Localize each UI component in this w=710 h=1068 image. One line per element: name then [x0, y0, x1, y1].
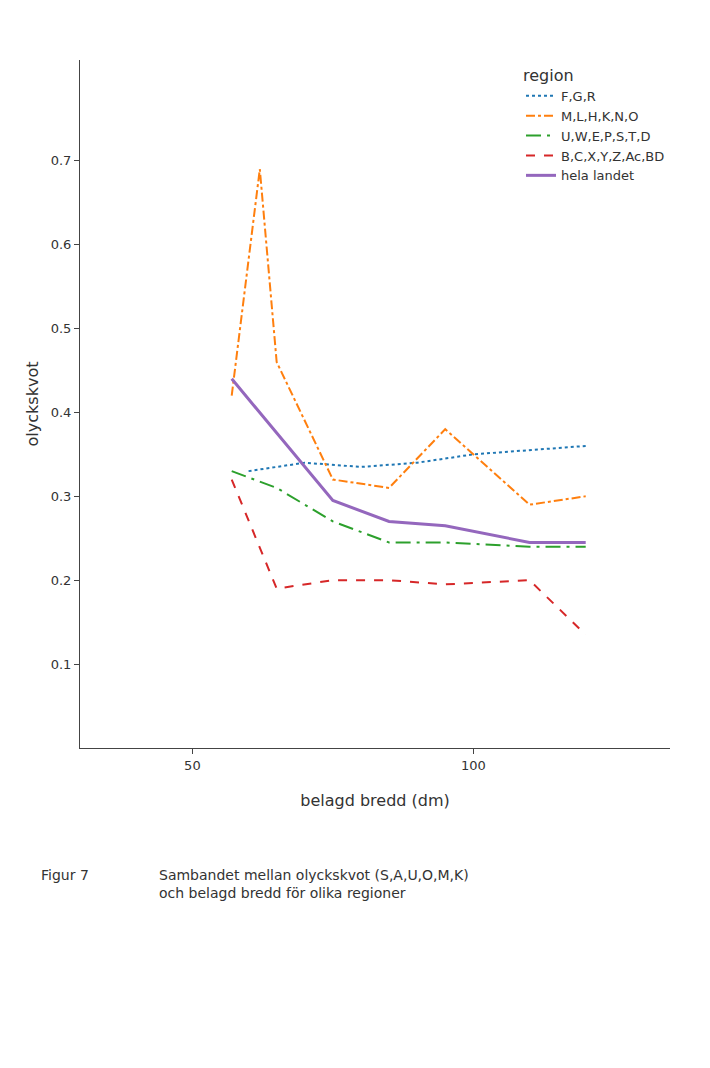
- svg-text:Sambandet mellan olyckskvot (S: Sambandet mellan olyckskvot (S,A,U,O,M,K…: [159, 867, 469, 901]
- svg-text:0.6: 0.6: [51, 237, 72, 252]
- svg-text:olyckskvot: olyckskvot: [23, 362, 42, 447]
- svg-text:0.2: 0.2: [51, 573, 72, 588]
- svg-text:0.5: 0.5: [51, 321, 72, 336]
- svg-text:B,C,X,Y,Z,Ac,BD: B,C,X,Y,Z,Ac,BD: [561, 149, 664, 164]
- svg-text:region: region: [523, 66, 574, 85]
- svg-text:U,W,E,P,S,T,D: U,W,E,P,S,T,D: [561, 129, 650, 144]
- svg-text:hela landet: hela landet: [561, 168, 634, 183]
- svg-text:0.1: 0.1: [51, 657, 72, 672]
- svg-text:belagd bredd (dm): belagd bredd (dm): [300, 791, 450, 810]
- svg-text:Figur 7: Figur 7: [41, 867, 89, 883]
- svg-text:0.7: 0.7: [51, 153, 72, 168]
- svg-text:50: 50: [184, 758, 201, 773]
- svg-text:M,L,H,K,N,O: M,L,H,K,N,O: [561, 109, 638, 124]
- svg-text:F,G,R: F,G,R: [561, 89, 596, 104]
- svg-text:100: 100: [461, 758, 486, 773]
- svg-text:0.4: 0.4: [51, 405, 72, 420]
- svg-text:0.3: 0.3: [51, 489, 72, 504]
